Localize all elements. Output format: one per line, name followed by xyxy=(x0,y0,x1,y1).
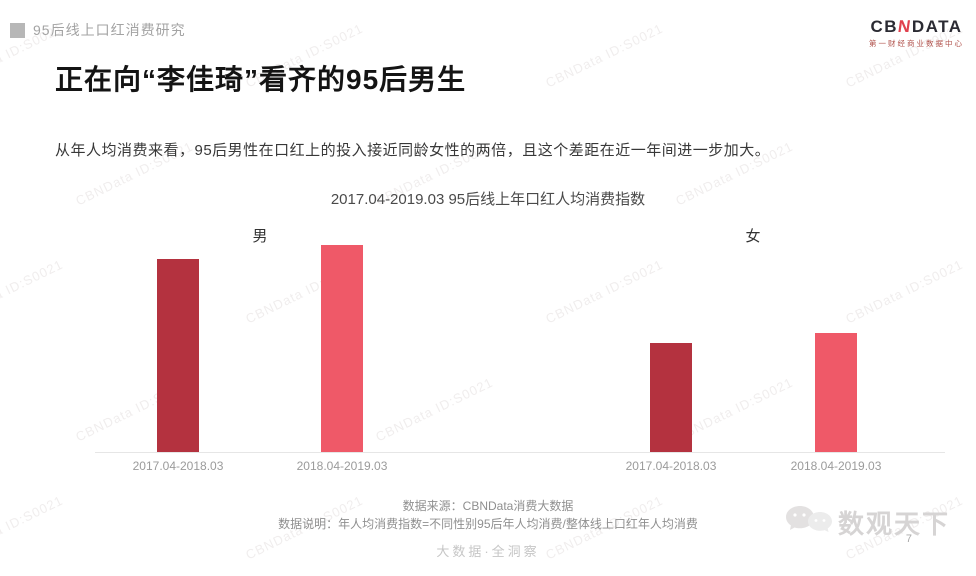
cbndata-logo: CBNDATA 第一财经商业数据中心 xyxy=(869,17,964,49)
watermark-text: CBNData ID:S0021 xyxy=(0,256,66,327)
shuguan-tianxia-logo: 数观天下 xyxy=(784,504,950,541)
bar-rect xyxy=(157,259,199,452)
bar-category-label: 2018.04-2019.03 xyxy=(790,459,882,473)
page-number: 7 xyxy=(905,533,912,545)
section-marker-square xyxy=(10,22,25,38)
data-note-line: 数据说明：年人均消费指数=不同性别95后年人均消费/整体线上口红年人均消费 xyxy=(278,517,698,531)
data-source-line: 数据来源：CBNData消费大数据 xyxy=(402,499,574,513)
brand-tagline: 第一财经商业数据中心 xyxy=(869,39,964,48)
bar-category-label: 2018.04-2019.03 xyxy=(296,459,388,473)
chat-bubbles-icon xyxy=(784,504,832,541)
corner-logo-text: 数观天下 xyxy=(837,509,950,539)
bar-category-label: 2017.04-2018.03 xyxy=(625,459,717,473)
watermark-text: CBNData ID:S0021 xyxy=(543,20,666,91)
page-title: 正在向“李佳琦”看齐的95后男生 xyxy=(55,64,467,95)
brand-accent-letter: N xyxy=(896,17,914,36)
bar-rect xyxy=(815,333,857,452)
bar-chart: 男 女 2017.04-2018.03 2018.04-2019.03 2017… xyxy=(95,225,945,473)
brand-suffix: DATA xyxy=(911,17,963,36)
cbndata-wordmark: CBNDATA xyxy=(869,17,964,36)
bar-rect xyxy=(321,245,363,452)
bar-category-label: 2017.04-2018.03 xyxy=(132,459,224,473)
group-label-male: 男 xyxy=(252,228,268,245)
page-subtitle: 从年人均消费来看，95后男性在口红上的投入接近同龄女性的两倍，且这个差距在近一年… xyxy=(55,142,771,159)
report-section-header: 95后线上口红消费研究 xyxy=(10,20,186,40)
bar-rect xyxy=(650,343,692,452)
group-label-female: 女 xyxy=(745,228,761,245)
footer-slogan: 大数据·全洞察 xyxy=(436,544,540,559)
section-label: 95后线上口红消费研究 xyxy=(33,22,186,38)
chart-title: 2017.04-2019.03 95后线上年口红人均消费指数 xyxy=(330,191,646,208)
brand-prefix: CB xyxy=(870,17,899,36)
